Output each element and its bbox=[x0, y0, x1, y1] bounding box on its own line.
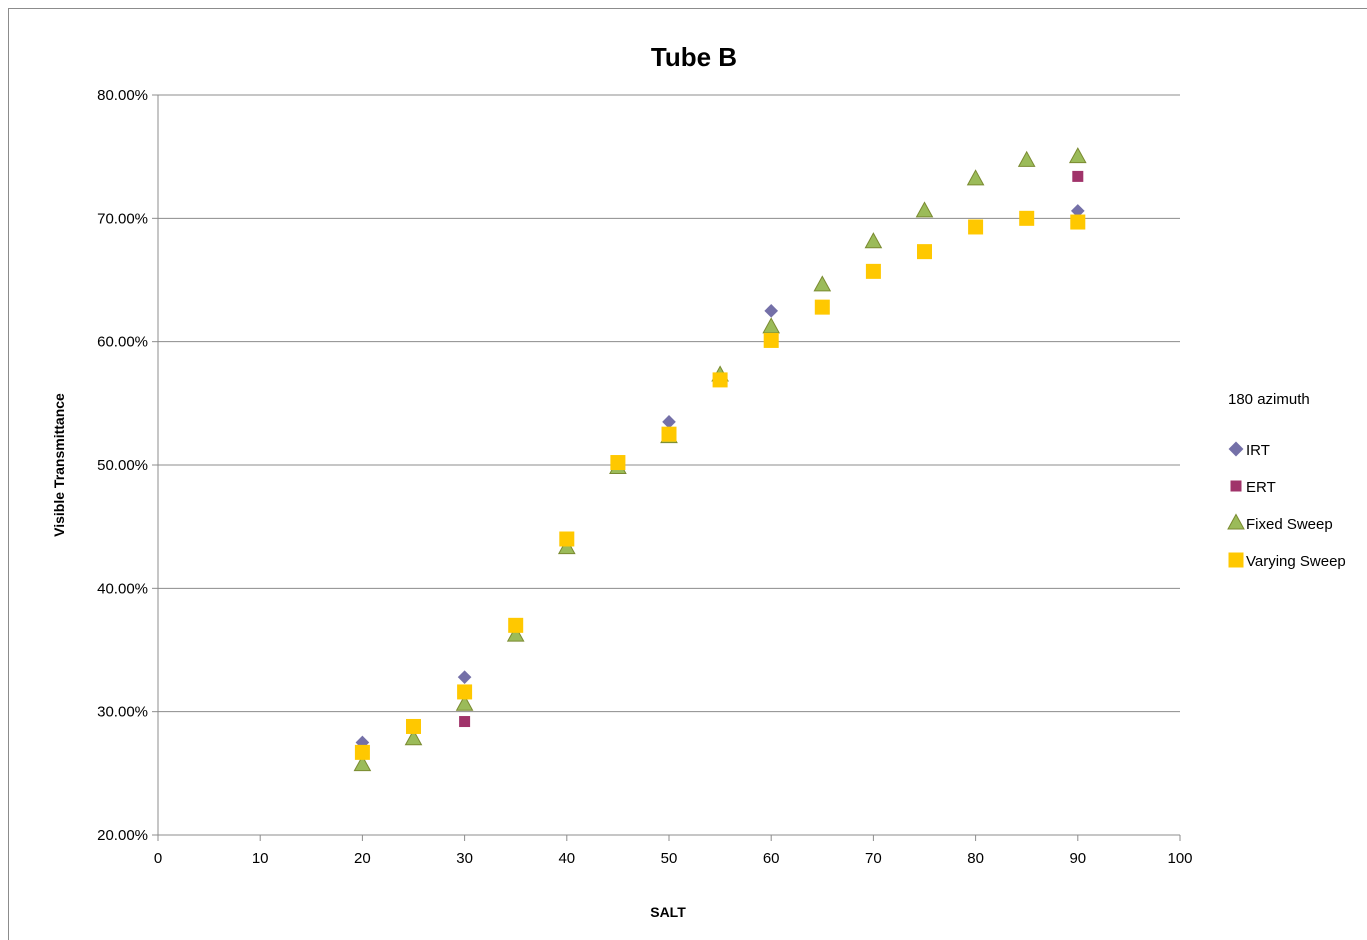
gridlines bbox=[158, 94, 1180, 836]
point-fixed-sweep-3 bbox=[506, 625, 525, 642]
x-tick-label-4: 40 bbox=[558, 850, 575, 867]
axes bbox=[152, 94, 1181, 841]
point-varying-sweep-5 bbox=[610, 455, 626, 471]
x-tick-label-7: 70 bbox=[865, 850, 882, 867]
point-irt-2 bbox=[662, 415, 676, 429]
point-varying-sweep-13 bbox=[1019, 210, 1035, 226]
point-fixed-sweep-1 bbox=[404, 729, 423, 746]
x-tick-label-0: 0 bbox=[154, 850, 162, 867]
point-varying-sweep-7 bbox=[712, 372, 728, 388]
legend-label-0: IRT bbox=[1246, 442, 1270, 459]
x-tick-label-3: 30 bbox=[456, 850, 473, 867]
legend-label-1: ERT bbox=[1246, 479, 1276, 496]
x-tick-label-1: 10 bbox=[252, 850, 269, 867]
point-varying-sweep-8 bbox=[763, 332, 779, 348]
point-varying-sweep-0 bbox=[354, 744, 370, 760]
y-tick-labels: 20.00% 30.00% 40.00% 50.00% 60.00% 70.00% 80.0… bbox=[97, 87, 148, 844]
point-fixed-sweep-11 bbox=[915, 201, 934, 218]
y-tick-label-1: 30.00% bbox=[97, 704, 148, 721]
point-varying-sweep-2 bbox=[457, 684, 473, 700]
point-fixed-sweep-0 bbox=[353, 755, 372, 772]
y-tick-label-3: 50.00% bbox=[97, 457, 148, 474]
legend-marker-3 bbox=[1228, 552, 1244, 568]
point-ert-2 bbox=[1072, 170, 1084, 182]
point-irt-1 bbox=[457, 670, 472, 684]
point-fixed-sweep-12 bbox=[966, 169, 985, 186]
chart-frame bbox=[8, 8, 1367, 940]
point-ert-0 bbox=[459, 716, 471, 728]
legend-title: 180 azimuth bbox=[1228, 391, 1310, 408]
point-fixed-sweep-8 bbox=[762, 317, 781, 334]
point-irt-4 bbox=[1070, 204, 1085, 218]
y-tick-label-2: 40.00% bbox=[97, 580, 148, 597]
series-irt bbox=[355, 204, 1085, 750]
y-tick-label-4: 60.00% bbox=[97, 334, 148, 351]
x-tick-label-5: 50 bbox=[661, 850, 678, 867]
point-irt-0 bbox=[355, 735, 370, 750]
point-varying-sweep-6 bbox=[661, 426, 677, 442]
legend: 180 azimuth IRT ERT Fixed Sweep Varying Swe… bbox=[1227, 391, 1346, 570]
point-fixed-sweep-13 bbox=[1017, 150, 1036, 167]
x-tick-label-2: 20 bbox=[354, 850, 371, 867]
x-tick-labels: 0 10 20 30 40 50 60 70 80 90 100 bbox=[154, 850, 1193, 867]
point-varying-sweep-12 bbox=[968, 219, 984, 235]
point-varying-sweep-4 bbox=[559, 531, 575, 547]
legend-marker-0 bbox=[1228, 441, 1244, 457]
x-axis-title: SALT bbox=[650, 904, 686, 920]
x-tick-label-9: 90 bbox=[1069, 850, 1086, 867]
series-varying-sweep bbox=[354, 210, 1086, 760]
y-axis-title: Visible Transmittance bbox=[51, 393, 67, 537]
point-varying-sweep-1 bbox=[406, 718, 421, 734]
legend-label-3: Varying Sweep bbox=[1246, 553, 1346, 570]
data-points bbox=[353, 147, 1087, 772]
point-irt-3 bbox=[764, 304, 779, 318]
point-fixed-sweep-9 bbox=[813, 275, 832, 292]
legend-marker-2 bbox=[1227, 513, 1245, 530]
series-ert bbox=[459, 170, 1084, 728]
point-varying-sweep-9 bbox=[814, 299, 830, 315]
x-tick-label-6: 60 bbox=[763, 850, 780, 867]
legend-marker-1 bbox=[1230, 480, 1242, 492]
point-varying-sweep-10 bbox=[865, 263, 881, 279]
point-fixed-sweep-10 bbox=[864, 232, 883, 249]
legend-label-2: Fixed Sweep bbox=[1246, 516, 1333, 533]
point-fixed-sweep-14 bbox=[1068, 147, 1087, 164]
point-varying-sweep-11 bbox=[917, 244, 932, 260]
point-varying-sweep-3 bbox=[508, 617, 524, 633]
point-fixed-sweep-2 bbox=[455, 694, 474, 711]
chart-title: Tube B bbox=[651, 42, 737, 72]
y-tick-label-6: 80.00% bbox=[97, 87, 148, 104]
y-tick-label-5: 70.00% bbox=[97, 210, 148, 227]
y-tick-label-0: 20.00% bbox=[97, 827, 148, 844]
point-varying-sweep-14 bbox=[1070, 214, 1086, 230]
x-tick-label-8: 80 bbox=[967, 850, 984, 867]
x-tick-label-10: 100 bbox=[1167, 850, 1192, 867]
